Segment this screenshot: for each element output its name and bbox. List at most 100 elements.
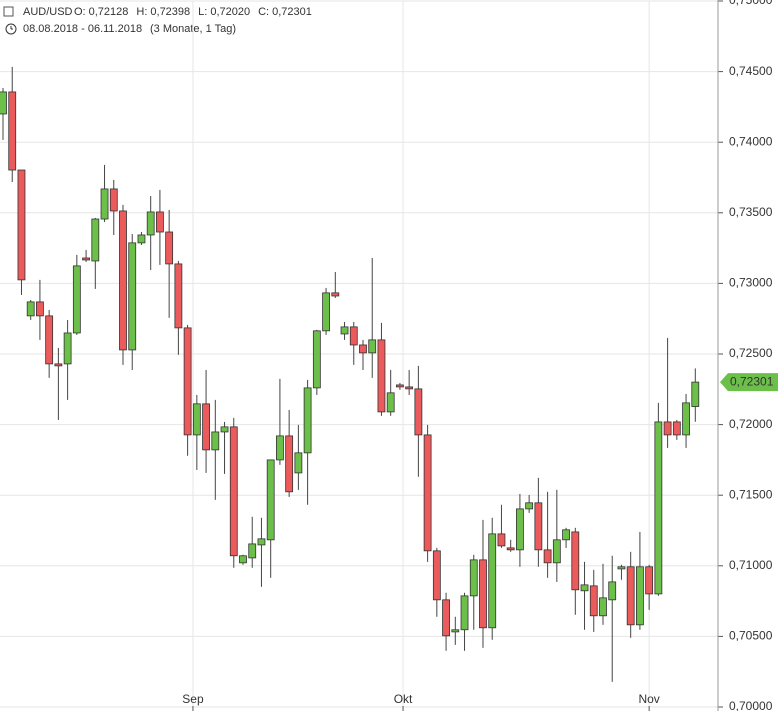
candle-down — [589, 585, 598, 617]
candle-up — [137, 234, 146, 244]
candle-up — [599, 597, 607, 617]
candle-down — [349, 326, 358, 346]
candle-up — [525, 502, 534, 510]
candle-up — [248, 543, 257, 559]
candle-down — [174, 263, 183, 329]
candle-down — [331, 292, 340, 297]
candle-down — [534, 502, 543, 551]
candle-down — [479, 559, 487, 629]
candle-down — [377, 339, 386, 413]
candle-down — [663, 421, 672, 436]
candle-up — [312, 330, 321, 389]
candle-down — [626, 566, 635, 626]
header-label: O: — [74, 6, 86, 18]
y-tick-label: 0,73500 — [729, 205, 773, 219]
y-tick-label: 0,72500 — [729, 346, 773, 360]
candle-up — [691, 381, 700, 407]
candle-down — [8, 91, 17, 171]
candle-down — [285, 435, 294, 493]
x-tick-label: Nov — [638, 692, 659, 706]
candle-up — [211, 431, 220, 451]
candle-down — [17, 169, 26, 281]
candle-up — [580, 584, 589, 592]
candle-up — [63, 332, 72, 365]
candle-down — [414, 388, 423, 436]
candle-up — [72, 265, 81, 334]
candle-down — [405, 386, 414, 390]
x-tick-label: Okt — [394, 692, 413, 706]
candle-up — [368, 339, 377, 354]
candle-up — [128, 242, 137, 351]
candle-down — [54, 363, 63, 367]
candle-up — [100, 188, 109, 220]
candle-down — [672, 421, 681, 436]
candle-up — [654, 421, 663, 595]
symbol: AUD/USD — [23, 6, 73, 18]
candle-down — [183, 327, 192, 436]
candle-up — [322, 292, 330, 332]
candle-down — [109, 188, 118, 212]
candle-down — [36, 301, 44, 317]
candle-up — [469, 559, 478, 597]
candle-up — [257, 538, 266, 546]
candle-down — [645, 566, 654, 595]
candle-up — [146, 211, 155, 236]
candle-down — [497, 533, 506, 547]
candle-up — [220, 426, 229, 433]
candle-up — [386, 392, 395, 413]
y-tick-label: 0,70000 — [729, 699, 773, 711]
candle-down — [396, 384, 404, 388]
last-price-badge — [720, 373, 778, 392]
last-price-label: 0,72301 — [730, 374, 774, 388]
y-tick-label: 0,74000 — [729, 134, 773, 148]
candle-down — [119, 210, 127, 351]
candle-up — [562, 529, 570, 541]
header-value: 0,72398 — [150, 6, 190, 18]
header-value: 0,72020 — [210, 6, 250, 18]
candle-up — [266, 459, 275, 541]
candle-down — [45, 315, 54, 365]
candle-down — [156, 211, 164, 233]
y-tick-label: 0,70500 — [729, 629, 773, 643]
candle-down — [359, 344, 367, 354]
y-tick-label: 0,74500 — [729, 64, 773, 78]
header-label: C: — [258, 6, 269, 18]
y-tick-label: 0,71000 — [729, 558, 773, 572]
candle-up — [294, 452, 303, 474]
candle-up — [239, 555, 247, 564]
header: AUD/USD 08.08.2018 - 06.11.2018 (3 Monat… — [3, 6, 236, 35]
candle-up — [451, 629, 460, 633]
symbol-icon — [3, 6, 14, 17]
y-tick-label: 0,71500 — [729, 487, 773, 501]
candle-up — [192, 403, 201, 436]
candle-up — [488, 533, 497, 629]
candle-down — [229, 426, 238, 557]
y-tick-label: 0,73000 — [729, 276, 773, 290]
candle-up — [608, 581, 617, 601]
header-label: H: — [136, 6, 147, 18]
candle-down — [442, 599, 450, 637]
candle-up — [303, 387, 312, 454]
candle-down — [82, 257, 90, 261]
candle-up — [26, 301, 35, 317]
candle-up — [636, 566, 644, 626]
date-range: 08.08.2018 - 06.11.2018 — [23, 23, 142, 35]
header-value: 0,72301 — [272, 6, 312, 18]
candle-up — [460, 595, 469, 631]
x-tick-label: Sep — [182, 692, 204, 706]
candle-up — [91, 218, 100, 262]
candle-up — [276, 435, 284, 461]
y-tick-label: 0,72000 — [729, 417, 773, 431]
candle-up — [0, 91, 7, 115]
candle-down — [432, 550, 441, 601]
candle-down — [165, 231, 174, 265]
candle-up — [552, 539, 561, 564]
header-label: L: — [198, 6, 207, 18]
header-value: 0,72128 — [89, 6, 129, 18]
candle-down — [423, 434, 432, 552]
candle-up — [516, 508, 524, 551]
candle-down — [571, 531, 580, 591]
candle-down — [543, 549, 552, 564]
candle-down — [202, 403, 210, 451]
